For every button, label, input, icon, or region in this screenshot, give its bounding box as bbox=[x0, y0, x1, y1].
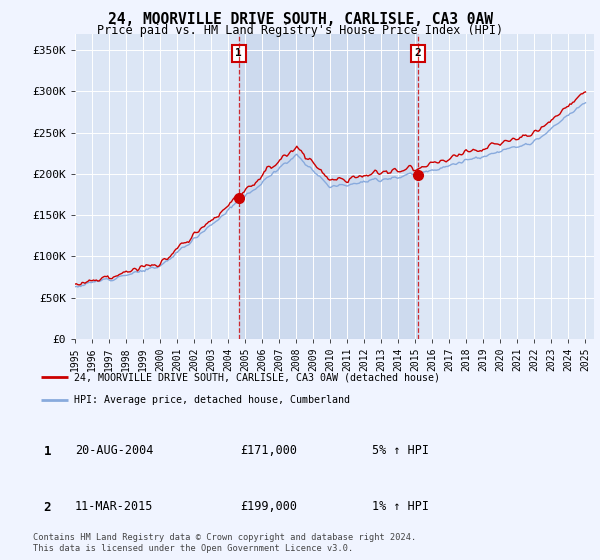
Text: 11-MAR-2015: 11-MAR-2015 bbox=[75, 500, 154, 514]
Text: 24, MOORVILLE DRIVE SOUTH, CARLISLE, CA3 0AW: 24, MOORVILLE DRIVE SOUTH, CARLISLE, CA3… bbox=[107, 12, 493, 27]
Bar bbox=[239, 34, 418, 339]
Text: 24, MOORVILLE DRIVE SOUTH, CARLISLE, CA3 0AW (detached house): 24, MOORVILLE DRIVE SOUTH, CARLISLE, CA3… bbox=[74, 372, 440, 382]
Text: 5% ↑ HPI: 5% ↑ HPI bbox=[372, 444, 429, 458]
Text: £199,000: £199,000 bbox=[240, 500, 297, 514]
Text: 2: 2 bbox=[44, 501, 51, 514]
Text: Contains HM Land Registry data © Crown copyright and database right 2024.
This d: Contains HM Land Registry data © Crown c… bbox=[33, 533, 416, 553]
Text: 1: 1 bbox=[235, 48, 242, 58]
Text: 20-AUG-2004: 20-AUG-2004 bbox=[75, 444, 154, 458]
Text: Price paid vs. HM Land Registry's House Price Index (HPI): Price paid vs. HM Land Registry's House … bbox=[97, 24, 503, 36]
Text: HPI: Average price, detached house, Cumberland: HPI: Average price, detached house, Cumb… bbox=[74, 395, 350, 405]
Text: 1: 1 bbox=[44, 445, 51, 458]
Text: £171,000: £171,000 bbox=[240, 444, 297, 458]
Text: 1% ↑ HPI: 1% ↑ HPI bbox=[372, 500, 429, 514]
Text: 2: 2 bbox=[415, 48, 422, 58]
